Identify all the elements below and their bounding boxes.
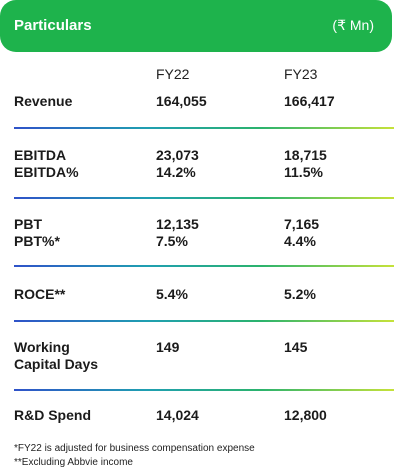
row-divider: [14, 389, 394, 391]
wcd-label-line1: Working: [14, 339, 70, 355]
ebitda-pct-fy22: 14.2%: [156, 164, 196, 180]
roce-fy23: 5.2%: [284, 286, 316, 302]
roce-label: ROCE**: [14, 286, 66, 302]
pbt-pct-label: PBT%*: [14, 233, 60, 249]
row-divider: [14, 127, 394, 129]
footnote-fy22-adjustment: *FY22 is adjusted for business compensat…: [14, 443, 255, 454]
row-divider: [14, 265, 394, 267]
roce-fy22: 5.4%: [156, 286, 188, 302]
ebitda-pct-label: EBITDA%: [14, 164, 79, 180]
revenue-label: Revenue: [14, 93, 73, 109]
year-header-fy23: FY23: [284, 66, 318, 82]
currency-unit: (₹ Mn): [332, 17, 374, 33]
wcd-label-line2: Capital Days: [14, 356, 99, 372]
year-header-fy22: FY22: [156, 66, 190, 82]
row-divider: [14, 320, 394, 322]
pbt-label: PBT: [14, 216, 42, 232]
revenue-fy23: 166,417: [284, 93, 335, 109]
pbt-fy23: 7,165: [284, 216, 320, 232]
pbt-pct-fy23: 4.4%: [284, 233, 316, 249]
ebitda-label: EBITDA: [14, 147, 67, 163]
particulars-title: Particulars: [14, 17, 92, 34]
pbt-pct-fy22: 7.5%: [156, 233, 188, 249]
wcd-fy22: 149: [156, 339, 180, 355]
revenue-fy22: 164,055: [156, 93, 207, 109]
rd-fy23: 12,800: [284, 407, 327, 423]
ebitda-fy23: 18,715: [284, 147, 327, 163]
ebitda-pct-fy23: 11.5%: [284, 164, 323, 180]
wcd-fy23: 145: [284, 339, 308, 355]
row-divider: [14, 197, 394, 199]
rd-label: R&D Spend: [14, 407, 91, 423]
footnote-abbvie: **Excluding Abbvie income: [14, 457, 133, 468]
ebitda-fy22: 23,073: [156, 147, 199, 163]
table-header: Particulars (₹ Mn): [0, 0, 392, 52]
pbt-fy22: 12,135: [156, 216, 199, 232]
rd-fy22: 14,024: [156, 407, 199, 423]
